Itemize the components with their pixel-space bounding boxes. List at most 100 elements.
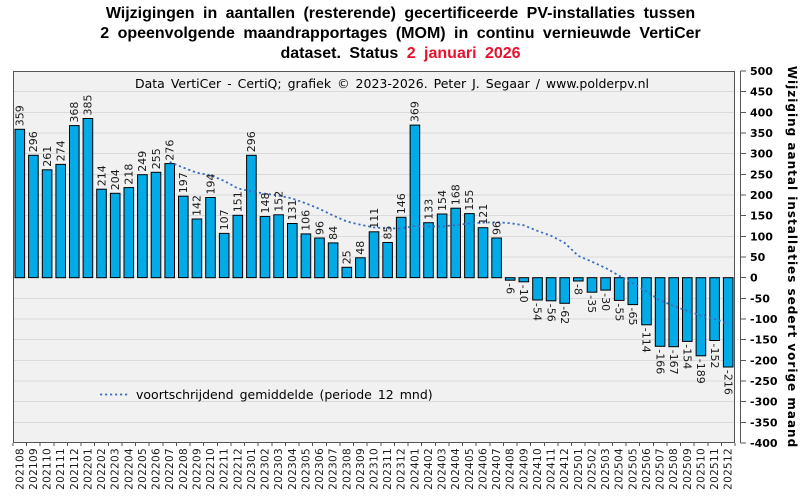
bar bbox=[654, 277, 666, 347]
bar bbox=[682, 277, 693, 342]
bar bbox=[368, 231, 380, 279]
bar-value-label: 25 bbox=[341, 250, 354, 264]
bar bbox=[613, 277, 625, 301]
bar bbox=[109, 192, 121, 279]
bar-value-label: 261 bbox=[41, 146, 54, 167]
bar bbox=[709, 277, 720, 342]
bar-value-label: 218 bbox=[123, 164, 136, 185]
bar bbox=[450, 207, 461, 279]
bar-value-label: 197 bbox=[177, 172, 190, 193]
title-line-3-prefix: dataset. Status bbox=[280, 45, 407, 62]
x-tick-label: 202402 bbox=[423, 448, 435, 490]
bar bbox=[14, 128, 26, 279]
bar-value-label: 152 bbox=[272, 191, 285, 212]
bar bbox=[314, 237, 325, 279]
bar-value-label: 106 bbox=[300, 210, 313, 231]
y-tick-label: 150 bbox=[750, 210, 773, 223]
x-tick-label: 202303 bbox=[273, 448, 285, 490]
x-tick-label: 202308 bbox=[341, 448, 353, 490]
bar bbox=[191, 218, 203, 279]
x-tick-label: 202202 bbox=[96, 448, 108, 490]
bar-value-label: 168 bbox=[450, 184, 463, 205]
bar bbox=[395, 216, 407, 279]
bar bbox=[69, 125, 80, 279]
bar bbox=[477, 227, 489, 279]
bar-value-label: 85 bbox=[381, 226, 394, 240]
bar-value-label: -10 bbox=[517, 285, 530, 303]
bar bbox=[327, 242, 339, 279]
x-tick-label: 202205 bbox=[137, 448, 149, 490]
bar bbox=[218, 232, 230, 279]
y-tick-label: 50 bbox=[750, 251, 766, 264]
bar-value-label: 255 bbox=[150, 148, 163, 169]
bar bbox=[491, 237, 502, 279]
bar-value-label: 276 bbox=[164, 140, 177, 161]
x-tick-label: 202111 bbox=[55, 448, 67, 490]
x-tick-label: 202305 bbox=[300, 448, 312, 490]
bar bbox=[178, 195, 189, 279]
x-tick-label: 202510 bbox=[695, 448, 707, 490]
bar bbox=[436, 213, 448, 279]
x-tick-label: 202511 bbox=[709, 448, 721, 490]
bar-value-label: -6 bbox=[503, 283, 516, 294]
bar-value-label: 296 bbox=[245, 131, 258, 152]
bar-value-label: 84 bbox=[327, 226, 340, 240]
bar bbox=[600, 277, 611, 291]
legend-label: voortschrijdend gemiddelde (periode 12 m… bbox=[136, 387, 433, 402]
x-tick-label: 202112 bbox=[69, 448, 81, 490]
bar bbox=[123, 187, 135, 279]
y-tick-label: -400 bbox=[750, 437, 778, 450]
bar-value-label: 96 bbox=[490, 221, 503, 235]
x-tick-label: 202404 bbox=[450, 448, 462, 490]
y-tick-label: 350 bbox=[750, 127, 773, 140]
x-tick-label: 202504 bbox=[614, 448, 626, 490]
bar bbox=[341, 266, 353, 279]
bar bbox=[532, 277, 543, 301]
x-tick-label: 202401 bbox=[409, 448, 421, 490]
bar bbox=[464, 213, 475, 279]
bar bbox=[586, 277, 598, 293]
bar bbox=[150, 171, 162, 279]
y-tick-label: -150 bbox=[750, 334, 778, 347]
x-tick-label: 202211 bbox=[219, 448, 231, 490]
y-tick-label: -50 bbox=[750, 292, 770, 305]
bar-value-label: 204 bbox=[109, 169, 122, 190]
bar-value-label: -62 bbox=[558, 306, 571, 324]
moving-average-line bbox=[169, 161, 729, 326]
bar bbox=[423, 222, 434, 279]
x-tick-label: 202110 bbox=[42, 448, 54, 490]
bar-value-label: 146 bbox=[395, 193, 408, 214]
y-tick-label: -100 bbox=[750, 313, 778, 326]
chart-subtitle: Data VertiCer - CertiQ; grafiek © 2023-2… bbox=[135, 76, 649, 91]
bar-value-label: -189 bbox=[694, 359, 707, 384]
bar-value-label: 133 bbox=[422, 199, 435, 220]
bar-value-label: 214 bbox=[95, 165, 108, 186]
x-tick-label: 202409 bbox=[518, 448, 530, 490]
bar bbox=[273, 214, 284, 279]
x-tick-label: 202208 bbox=[178, 448, 190, 490]
bar-value-label: -54 bbox=[531, 303, 544, 321]
x-tick-label: 202508 bbox=[668, 448, 680, 490]
x-tick-label: 202206 bbox=[151, 448, 163, 490]
x-tick-label: 202302 bbox=[260, 448, 272, 490]
bar-value-label: 296 bbox=[27, 131, 40, 152]
y-tick-label: -350 bbox=[750, 416, 778, 429]
bar bbox=[287, 223, 298, 279]
bar bbox=[137, 174, 148, 279]
title-line-1: Wijzigingen in aantallen (resterende) ge… bbox=[105, 5, 696, 22]
bar bbox=[259, 216, 271, 279]
bar-value-label: -55 bbox=[612, 303, 625, 321]
x-tick-label: 202407 bbox=[491, 448, 503, 490]
x-tick-label: 202306 bbox=[314, 448, 326, 490]
x-tick-label: 202403 bbox=[437, 448, 449, 490]
y-axis-title: Wijziging aantal installaties sedert vor… bbox=[785, 66, 799, 448]
bar bbox=[205, 197, 216, 279]
x-tick-label: 202203 bbox=[110, 448, 122, 490]
bar-value-label: 148 bbox=[259, 193, 272, 214]
bar bbox=[41, 169, 53, 279]
y-tick-label: 400 bbox=[750, 106, 773, 119]
bar-value-label: -166 bbox=[653, 349, 666, 374]
bar-value-label: -167 bbox=[667, 350, 680, 375]
